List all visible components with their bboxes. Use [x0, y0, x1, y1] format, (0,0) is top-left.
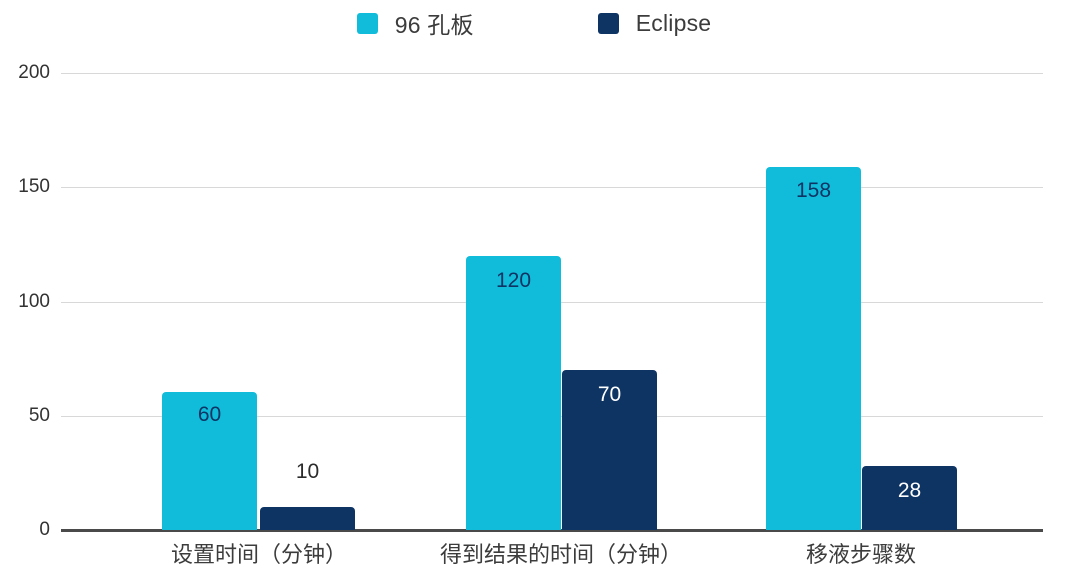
bar-series-a-cat-1[interactable]	[466, 256, 561, 530]
bar-series-b-cat-2[interactable]	[862, 466, 957, 530]
bar-series-b-cat-0[interactable]	[260, 507, 355, 530]
x-axis-label-cat-2: 移液步骤数	[805, 542, 916, 567]
y-axis-tick-0: 0	[39, 519, 50, 540]
bar-value-series-b-cat-1: 70	[597, 383, 622, 406]
bar-value-series-a-cat-1: 120	[495, 269, 532, 292]
legend-item-series-a[interactable]: 96 孔板	[356, 6, 474, 40]
legend-swatch-icon-series-a	[356, 12, 378, 34]
x-axis-label-cat-1: 得到结果的时间（分钟）	[439, 542, 682, 567]
gridline-150	[61, 187, 1043, 188]
bar-series-a-cat-2[interactable]	[766, 167, 861, 530]
bar-series-a-cat-0[interactable]	[162, 392, 257, 530]
bar-series-b-cat-1[interactable]	[562, 370, 657, 530]
gridline-200	[61, 73, 1043, 74]
x-axis-label-cat-0: 设置时间（分钟）	[170, 542, 347, 567]
legend-label-series-a: 96 孔板	[394, 12, 474, 38]
y-axis-tick-200: 200	[18, 62, 50, 83]
bar-value-series-b-cat-0: 10	[295, 460, 320, 483]
bar-value-series-b-cat-2: 28	[897, 479, 922, 502]
x-axis-baseline	[61, 529, 1043, 532]
legend-swatch-icon-series-b	[597, 12, 619, 34]
legend-label-series-b: Eclipse	[635, 9, 712, 36]
legend-item-series-b[interactable]: Eclipse	[597, 9, 712, 37]
y-axis-tick-100: 100	[18, 291, 50, 312]
y-axis-tick-150: 150	[18, 176, 50, 197]
bar-value-series-a-cat-0: 60	[197, 403, 222, 426]
bar-value-series-a-cat-2: 158	[795, 179, 832, 202]
y-axis-tick-50: 50	[28, 405, 50, 426]
chart-legend: 96 孔板 Eclipse	[0, 0, 1068, 46]
